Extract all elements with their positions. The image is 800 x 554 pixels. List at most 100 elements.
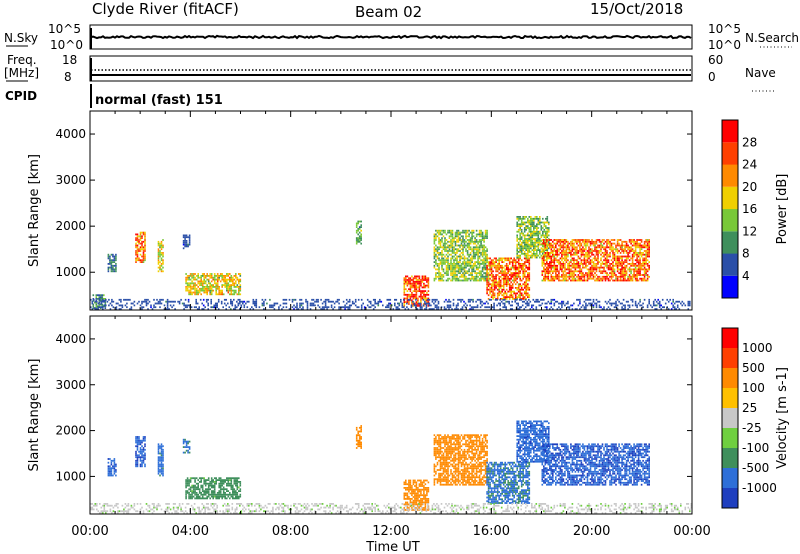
power-cell	[433, 237, 436, 239]
power-cell	[586, 239, 589, 241]
power-cell	[185, 278, 187, 281]
power-cell	[484, 275, 487, 278]
power-cell	[525, 241, 527, 244]
power-cell	[583, 261, 586, 263]
power-cell	[282, 298, 285, 301]
power-cell	[516, 261, 518, 263]
power-cell	[403, 279, 406, 281]
power-cell	[507, 264, 509, 267]
power-cell	[243, 306, 246, 309]
power-cell	[306, 308, 309, 310]
power-cell	[96, 300, 98, 303]
power-cell	[459, 279, 461, 282]
power-cell	[435, 244, 437, 247]
velocity-cell	[212, 479, 214, 481]
velocity-cell	[107, 461, 110, 464]
power-cell	[600, 266, 602, 269]
power-cell	[209, 276, 211, 279]
velocity-cell	[138, 436, 140, 438]
power-cell	[427, 301, 430, 303]
power-cell	[514, 287, 517, 289]
power-cell	[237, 304, 240, 307]
power-cell	[472, 298, 474, 301]
velocity-cell	[197, 493, 199, 496]
power-cell	[469, 308, 471, 310]
velocity-cell	[204, 497, 207, 500]
power-cell	[484, 253, 487, 256]
power-cell	[508, 268, 511, 271]
power-cell	[172, 300, 175, 303]
power-cell	[489, 277, 491, 280]
power-cell	[227, 273, 230, 275]
power-cell	[462, 229, 464, 232]
power-cell	[462, 250, 464, 252]
power-cell	[631, 274, 634, 276]
power-cell	[499, 266, 502, 269]
power-cell	[493, 263, 496, 265]
power-cell	[582, 264, 584, 267]
power-cell	[318, 306, 321, 309]
power-cell	[475, 268, 478, 271]
power-cell	[517, 238, 520, 240]
velocity-cell	[185, 497, 187, 500]
power-cell	[600, 250, 602, 252]
power-cell	[606, 277, 608, 280]
velocity-cell	[232, 493, 234, 496]
power-cell	[534, 243, 537, 246]
power-cell	[453, 266, 455, 269]
power-cell	[517, 228, 520, 231]
power-cell	[513, 272, 515, 274]
power-cell	[502, 275, 505, 278]
power-cell	[410, 304, 413, 307]
power-cell	[184, 241, 186, 244]
power-cell	[539, 217, 541, 220]
power-cell	[466, 252, 469, 254]
power-cell	[505, 288, 508, 291]
power-cell	[450, 279, 452, 282]
power-cell	[549, 246, 551, 249]
power-cell	[559, 240, 562, 243]
power-cell	[570, 272, 572, 274]
power-cell	[435, 250, 437, 252]
power-cell	[360, 224, 362, 227]
power-cell	[525, 270, 527, 273]
power-cell	[534, 256, 537, 259]
power-cell	[639, 257, 641, 260]
power-cell	[468, 277, 470, 280]
power-cell	[577, 266, 580, 269]
power-cell	[141, 259, 143, 262]
nsearch-label: N.Search	[745, 31, 799, 45]
power-cell	[493, 302, 495, 305]
power-cell	[603, 266, 605, 269]
power-cell	[427, 279, 430, 281]
power-cell	[531, 243, 534, 246]
power-cell	[553, 302, 556, 305]
power-cell	[448, 248, 451, 251]
power-cell	[588, 272, 590, 274]
power-cell	[427, 290, 430, 292]
power-cell	[613, 306, 616, 309]
velocity-cell	[160, 454, 163, 457]
power-cell	[238, 293, 240, 296]
velocity-cell	[195, 488, 198, 491]
power-cell	[610, 274, 613, 276]
velocity-cell	[204, 484, 207, 487]
cpid-label: CPID	[5, 89, 37, 103]
power-cell	[634, 244, 637, 247]
power-cell	[185, 234, 188, 237]
power-cell	[505, 272, 508, 274]
velocity-cell	[187, 449, 189, 452]
power-cell	[552, 252, 554, 254]
velocity-cell	[185, 492, 187, 494]
power-cell	[159, 264, 161, 267]
power-cell	[621, 250, 623, 252]
velocity-cell	[139, 450, 142, 453]
power-cell	[511, 274, 514, 276]
power-cell	[439, 252, 442, 254]
power-cell	[523, 298, 526, 300]
power-cell	[486, 274, 488, 276]
power-cell	[115, 270, 117, 273]
power-cell	[441, 233, 443, 236]
power-cell	[198, 282, 201, 285]
power-cell	[439, 261, 442, 263]
